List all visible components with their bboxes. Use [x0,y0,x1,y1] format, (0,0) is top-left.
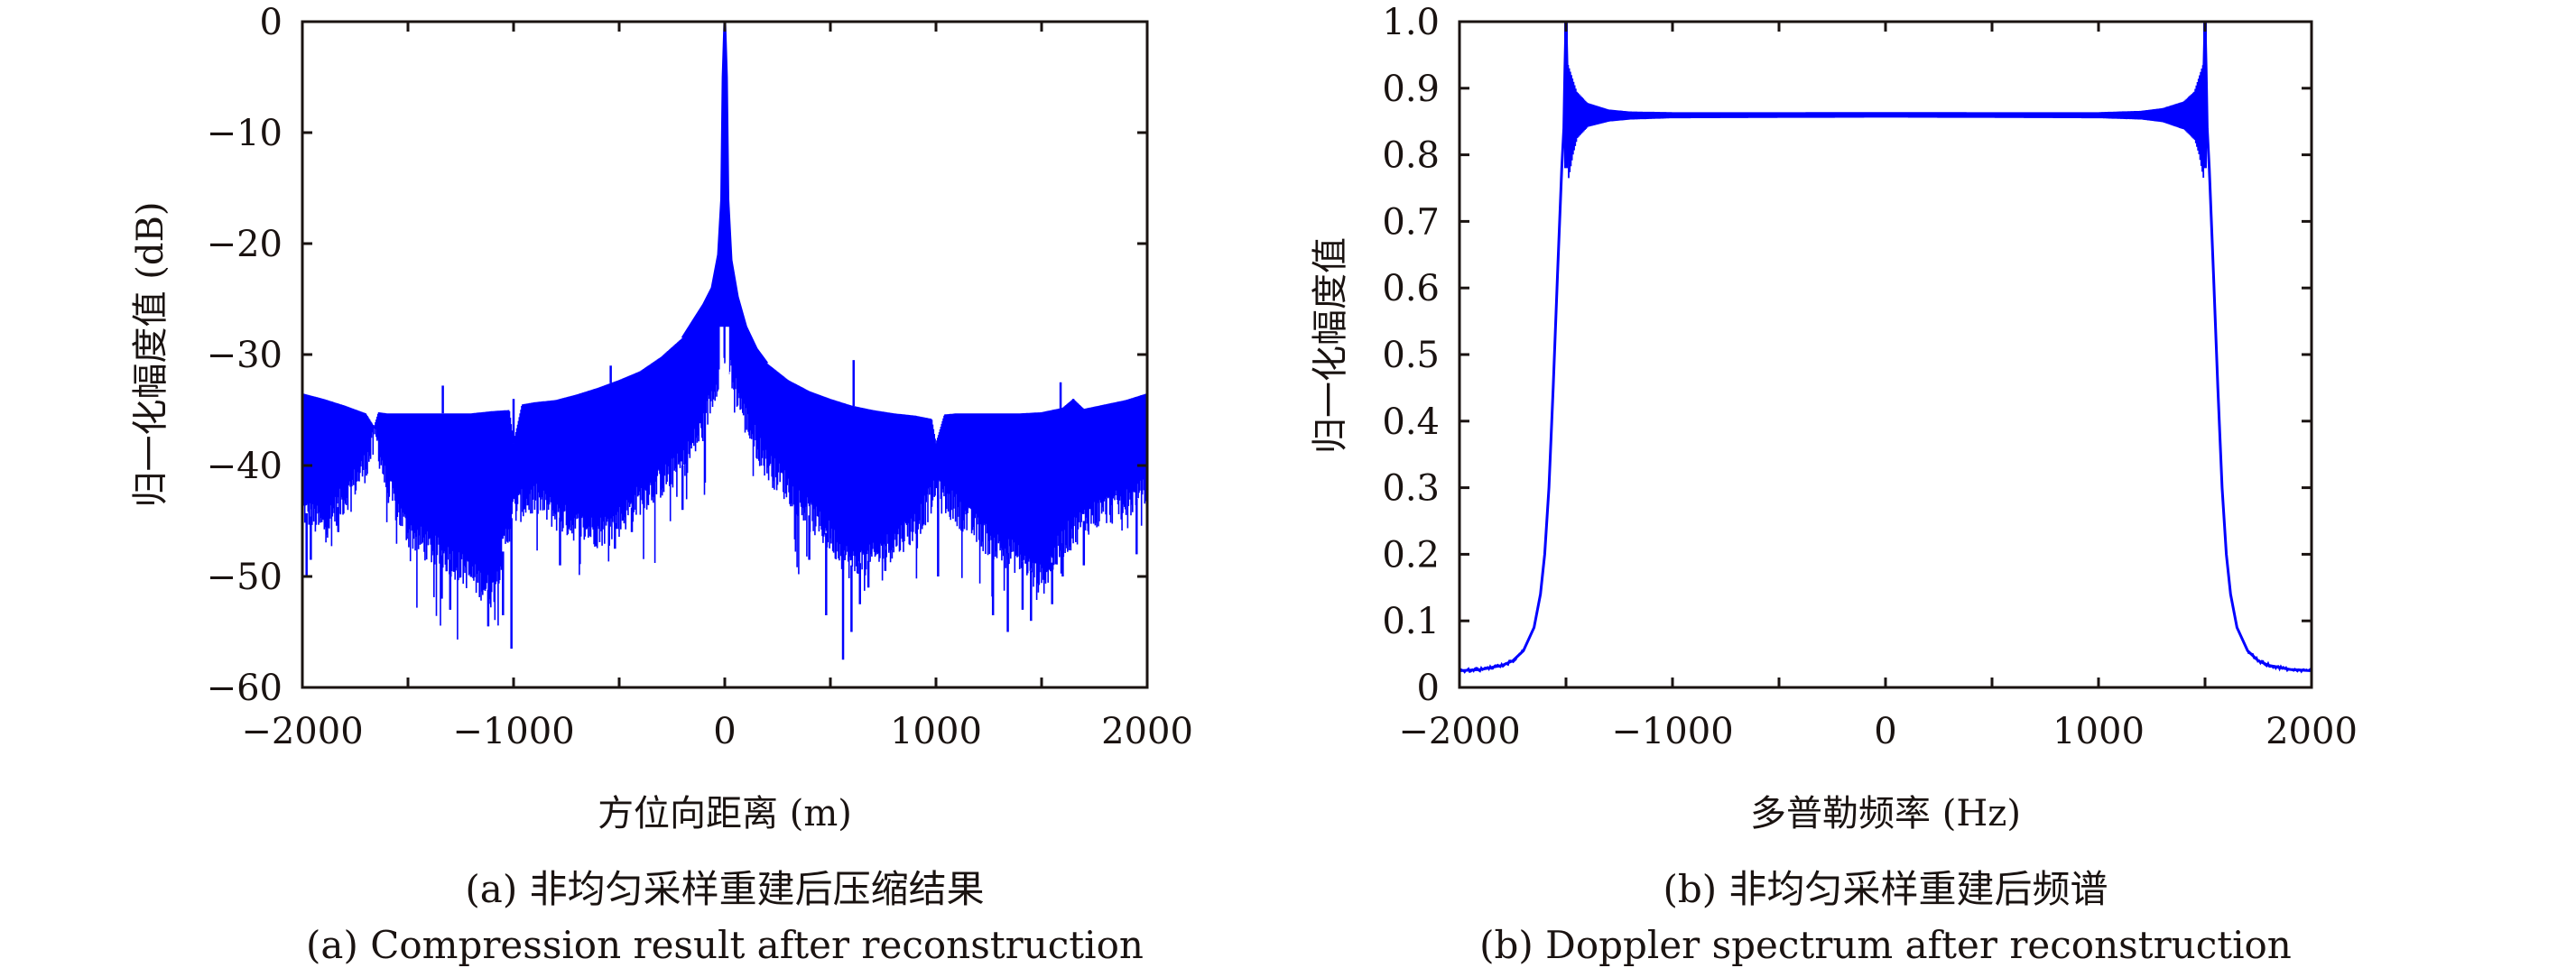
y-tick-label: 0 [260,2,283,43]
series-compression-envelope [302,22,1147,640]
panel-a-x-axis-label: 方位向距离 (m) [598,793,852,834]
panel-a-plot-data [302,22,1147,660]
x-tick-label: 1000 [890,711,982,752]
panel-a-caption-chinese: (a) 非均匀采样重建后压缩结果 [465,867,984,911]
panel-b-x-axis-label: 多普勒频率 (Hz) [1750,793,2021,834]
y-tick-label: −10 [207,113,283,154]
y-tick-label: −50 [207,557,283,598]
y-tick-label: 0.5 [1382,335,1440,376]
y-tick-label: 1.0 [1382,2,1440,43]
y-tick-label: 0.9 [1382,69,1440,110]
x-tick-label: −2000 [241,711,363,752]
y-tick-label: 0.6 [1382,268,1440,309]
panel-b-plot-data [1459,22,2312,674]
y-tick-label: 0.8 [1382,135,1440,177]
y-tick-label: −20 [207,224,283,265]
panel-b-caption-english: (b) Doppler spectrum after reconstructio… [1479,923,2292,967]
y-tick-label: −60 [207,668,283,709]
y-tick-label: 0.7 [1382,201,1440,243]
series-doppler-spectrum [1459,22,2312,672]
y-tick-label: −40 [207,446,283,487]
x-tick-label: −1000 [1611,711,1733,752]
y-tick-label: 0.2 [1382,534,1440,576]
panel-b-y-axis-label: 归一化幅度值 [1310,237,1351,454]
panel-a-compression-result: −2000 −1000 0 1000 2000 0 −10 −20 −30 −40 −50 −60 方… [130,2,1193,967]
x-tick-label: 0 [1874,711,1896,752]
x-tick-label: −2000 [1398,711,1520,752]
series-spectrum-tail [2247,651,2312,674]
x-tick-label: 1000 [2052,711,2145,752]
series-ripple-band [1567,64,2205,179]
y-tick-label: 0.1 [1382,601,1440,642]
panel-b-ticks: −2000 −1000 0 1000 2000 0 0.1 0.2 0.3 0.4 0.5 0.6 0.… [1382,2,2358,752]
y-tick-label: 0.3 [1382,468,1440,510]
panel-a-ticks: −2000 −1000 0 1000 2000 0 −10 −20 −30 −40 −50 −60 [207,2,1193,752]
panel-b-doppler-spectrum: −2000 −1000 0 1000 2000 0 0.1 0.2 0.3 0.4 0.5 0.6 0.… [1310,2,2358,967]
x-tick-label: −1000 [452,711,574,752]
y-tick-label: −30 [207,335,283,376]
x-tick-label: 2000 [1101,711,1193,752]
panel-b-caption-chinese: (b) 非均匀采样重建后频谱 [1663,867,2108,911]
x-tick-label: 0 [713,711,736,752]
x-tick-label: 2000 [2266,711,2358,752]
panel-a-y-axis-label: 归一化幅度值 (dB) [130,202,171,508]
panel-a-caption-english: (a) Compression result after reconstruct… [306,923,1144,967]
series-main-lobe [681,22,769,364]
y-tick-label: 0 [1417,668,1440,709]
series-spectrum-tail [1459,649,1524,674]
y-tick-label: 0.4 [1382,401,1440,443]
